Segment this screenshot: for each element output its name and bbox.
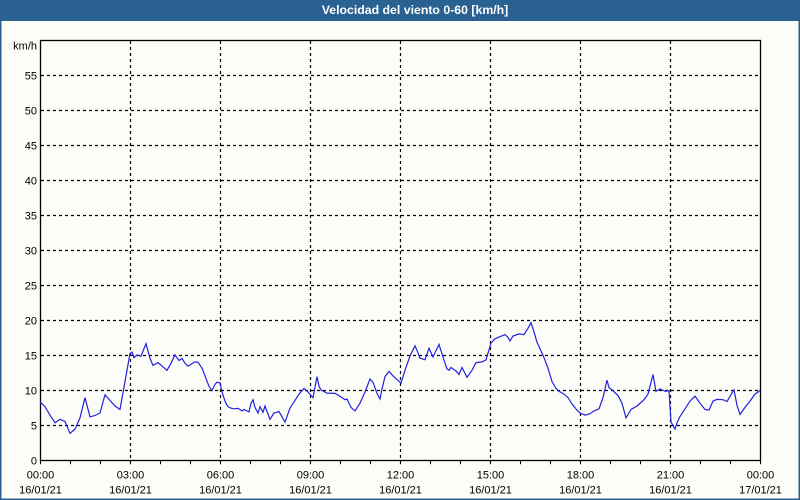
svg-text:12:00: 12:00 bbox=[387, 470, 415, 482]
svg-text:30: 30 bbox=[25, 246, 37, 258]
svg-text:16/01/21: 16/01/21 bbox=[199, 485, 242, 497]
svg-text:16/01/21: 16/01/21 bbox=[649, 485, 692, 497]
svg-text:35: 35 bbox=[25, 211, 37, 223]
svg-text:40: 40 bbox=[25, 176, 37, 188]
svg-text:16/01/21: 16/01/21 bbox=[289, 485, 332, 497]
svg-text:0: 0 bbox=[31, 456, 37, 468]
svg-text:21:00: 21:00 bbox=[657, 470, 685, 482]
svg-text:00:00: 00:00 bbox=[747, 470, 775, 482]
svg-text:45: 45 bbox=[25, 141, 37, 153]
svg-text:50: 50 bbox=[25, 106, 37, 118]
svg-text:16/01/21: 16/01/21 bbox=[379, 485, 422, 497]
svg-text:km/h: km/h bbox=[13, 41, 37, 53]
svg-text:06:00: 06:00 bbox=[207, 470, 235, 482]
svg-text:16/01/21: 16/01/21 bbox=[469, 485, 512, 497]
svg-text:25: 25 bbox=[25, 281, 37, 293]
svg-text:Velocidad del viento 0-60 [km/: Velocidad del viento 0-60 [km/h] bbox=[322, 3, 509, 17]
svg-text:16/01/21: 16/01/21 bbox=[559, 485, 602, 497]
svg-text:55: 55 bbox=[25, 71, 37, 83]
svg-text:03:00: 03:00 bbox=[117, 470, 145, 482]
svg-text:5: 5 bbox=[31, 421, 37, 433]
svg-text:17/01/21: 17/01/21 bbox=[739, 485, 782, 497]
svg-text:16/01/21: 16/01/21 bbox=[19, 485, 62, 497]
svg-text:09:00: 09:00 bbox=[297, 470, 325, 482]
svg-text:20: 20 bbox=[25, 316, 37, 328]
svg-text:15: 15 bbox=[25, 351, 37, 363]
svg-text:00:00: 00:00 bbox=[27, 470, 55, 482]
svg-text:16/01/21: 16/01/21 bbox=[109, 485, 152, 497]
svg-text:18:00: 18:00 bbox=[567, 470, 595, 482]
svg-text:10: 10 bbox=[25, 386, 37, 398]
svg-text:15:00: 15:00 bbox=[477, 470, 505, 482]
